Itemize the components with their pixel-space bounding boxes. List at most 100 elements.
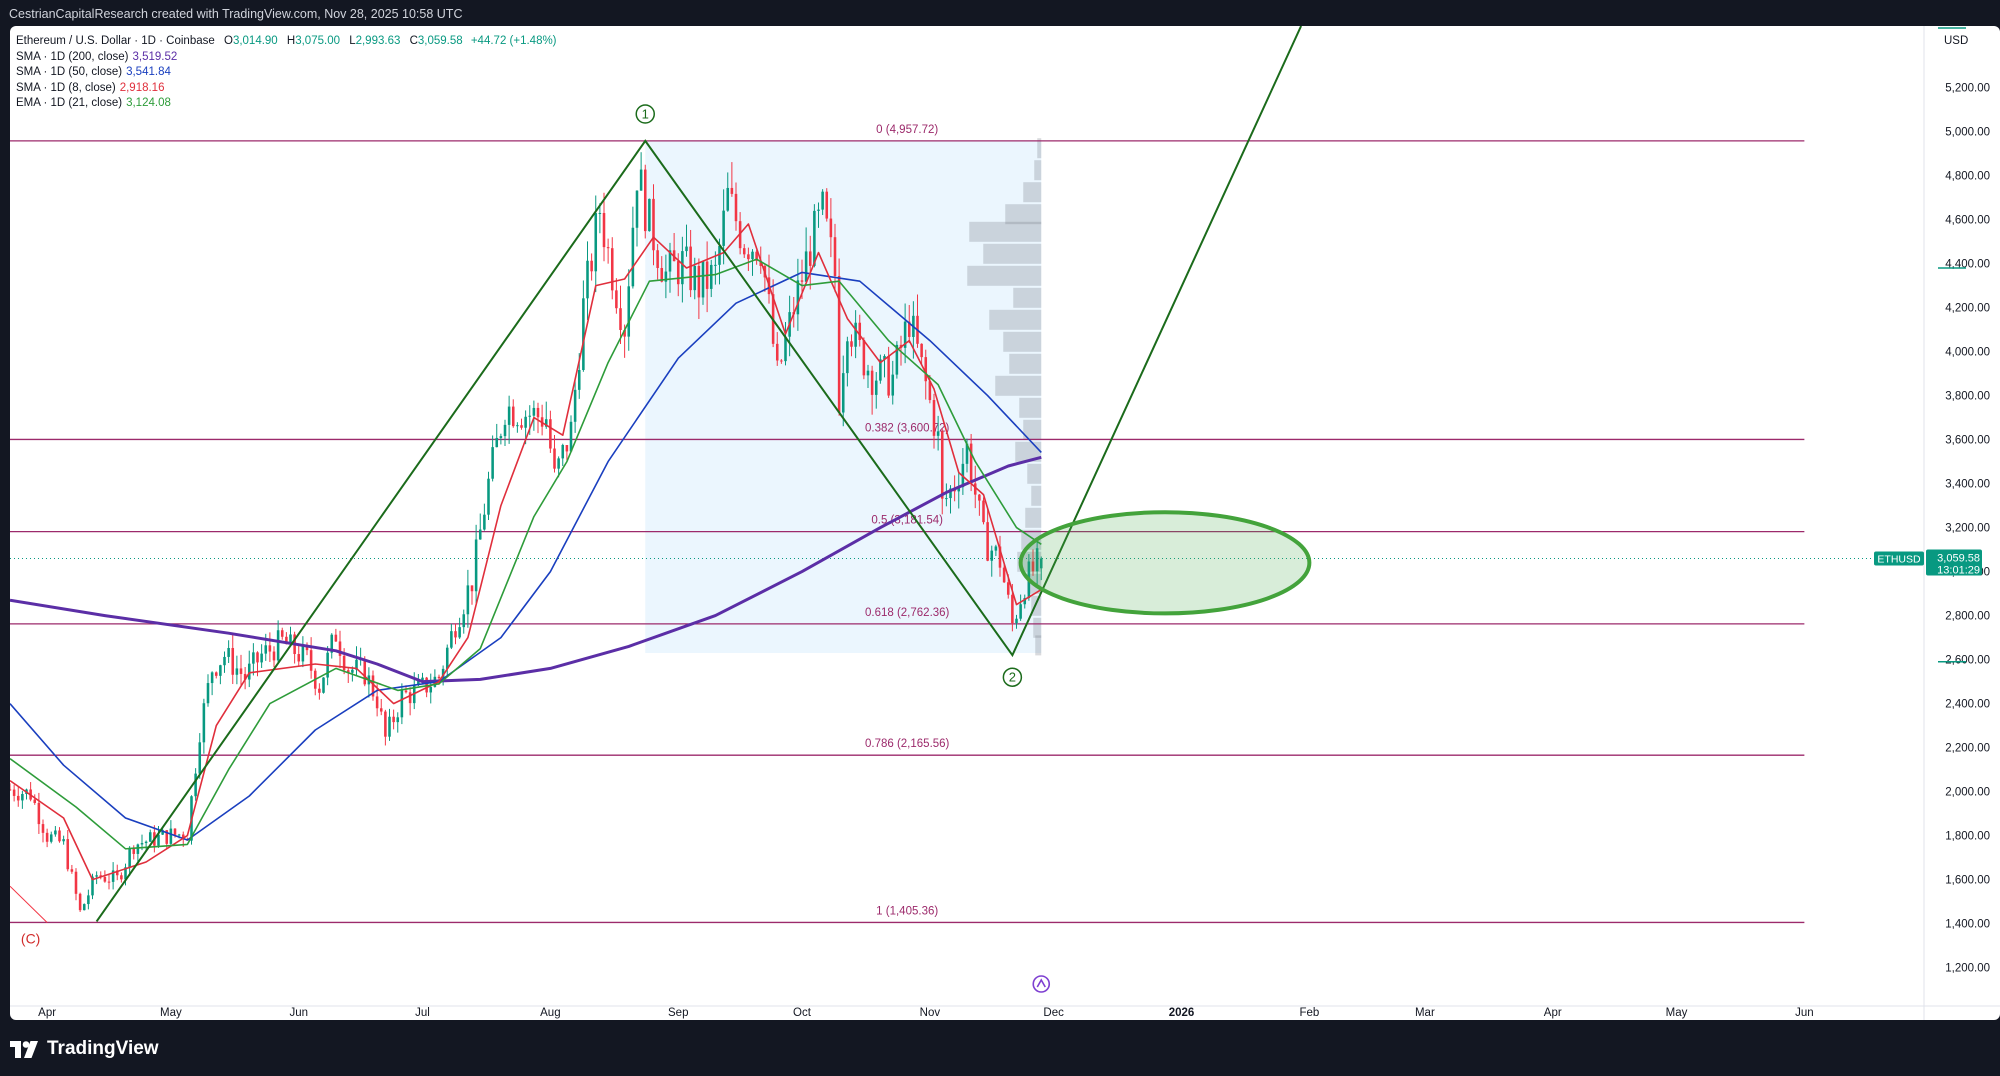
candle-body[interactable] bbox=[252, 652, 255, 664]
candle-body[interactable] bbox=[272, 651, 276, 661]
candle-body[interactable] bbox=[577, 370, 581, 390]
candle-body[interactable] bbox=[309, 650, 313, 671]
candle-body[interactable] bbox=[12, 789, 16, 796]
candle-body[interactable] bbox=[268, 645, 272, 652]
candle-body[interactable] bbox=[697, 265, 701, 298]
candle-body[interactable] bbox=[470, 585, 474, 592]
candle-body[interactable] bbox=[247, 663, 251, 680]
candle-body[interactable] bbox=[157, 834, 160, 846]
candle-body[interactable] bbox=[833, 237, 837, 276]
candle-body[interactable] bbox=[1039, 558, 1043, 569]
candle-body[interactable] bbox=[338, 641, 342, 656]
candle-body[interactable] bbox=[553, 448, 556, 469]
candle-body[interactable] bbox=[990, 550, 994, 561]
candle-body[interactable] bbox=[940, 431, 944, 499]
candle-body[interactable] bbox=[198, 742, 202, 774]
candle-body[interactable] bbox=[825, 191, 829, 219]
candle-body[interactable] bbox=[883, 356, 886, 360]
candle-body[interactable] bbox=[421, 677, 424, 681]
candle-body[interactable] bbox=[714, 264, 717, 266]
candle-body[interactable] bbox=[965, 443, 969, 464]
candle-body[interactable] bbox=[297, 654, 301, 662]
candle-body[interactable] bbox=[458, 627, 461, 638]
candle-body[interactable] bbox=[709, 264, 713, 289]
candle-body[interactable] bbox=[734, 193, 738, 222]
candle-body[interactable] bbox=[606, 247, 610, 249]
candle-body[interactable] bbox=[978, 494, 981, 501]
candle-body[interactable] bbox=[445, 647, 449, 669]
candle-body[interactable] bbox=[841, 373, 845, 413]
candle-body[interactable] bbox=[557, 458, 560, 469]
candle-body[interactable] bbox=[804, 251, 808, 282]
candle-body[interactable] bbox=[573, 389, 577, 422]
candle-body[interactable] bbox=[1006, 582, 1010, 595]
candle-body[interactable] bbox=[437, 676, 441, 679]
candle-body[interactable] bbox=[800, 280, 804, 282]
candle-body[interactable] bbox=[388, 716, 391, 737]
candle-body[interactable] bbox=[392, 716, 395, 723]
candle-body[interactable] bbox=[202, 703, 206, 743]
candle-body[interactable] bbox=[858, 322, 862, 341]
candle-body[interactable] bbox=[384, 711, 387, 737]
candle-body[interactable] bbox=[850, 341, 853, 347]
candle-body[interactable] bbox=[181, 834, 185, 840]
candle-body[interactable] bbox=[16, 795, 20, 801]
candle-body[interactable] bbox=[70, 869, 74, 872]
candle-body[interactable] bbox=[862, 340, 866, 376]
candle-body[interactable] bbox=[214, 672, 218, 676]
candle-body[interactable] bbox=[165, 830, 169, 844]
candle-body[interactable] bbox=[107, 881, 111, 883]
candle-body[interactable] bbox=[487, 478, 490, 515]
candle-body[interactable] bbox=[895, 344, 899, 375]
candle-body[interactable] bbox=[615, 290, 618, 309]
candle-body[interactable] bbox=[37, 802, 41, 825]
candle-body[interactable] bbox=[260, 653, 263, 663]
elliott-wave-path[interactable] bbox=[95, 26, 1303, 922]
ma-line-sma200[interactable] bbox=[10, 455, 1042, 684]
candle-body[interactable] bbox=[177, 834, 181, 836]
candle-body[interactable] bbox=[664, 271, 668, 282]
candle-body[interactable] bbox=[49, 834, 53, 842]
candle-body[interactable] bbox=[924, 357, 928, 382]
candle-body[interactable] bbox=[45, 832, 49, 842]
candle-body[interactable] bbox=[115, 870, 119, 876]
candle-body[interactable] bbox=[928, 381, 932, 401]
candle-body[interactable] bbox=[846, 341, 849, 374]
candle-body[interactable] bbox=[21, 793, 24, 801]
candle-body[interactable] bbox=[936, 431, 940, 436]
candle-body[interactable] bbox=[590, 260, 593, 272]
candle-body[interactable] bbox=[643, 169, 647, 232]
candle-body[interactable] bbox=[41, 824, 45, 833]
events-icon[interactable] bbox=[1032, 975, 1051, 993]
candle-body[interactable] bbox=[681, 251, 684, 285]
candle-body[interactable] bbox=[808, 251, 812, 266]
candle-body[interactable] bbox=[483, 514, 486, 530]
candle-body[interactable] bbox=[1015, 618, 1018, 624]
candle-body[interactable] bbox=[87, 895, 90, 905]
tradingview-logo[interactable]: TradingView bbox=[10, 1038, 159, 1060]
candle-body[interactable] bbox=[103, 876, 107, 882]
candle-body[interactable] bbox=[639, 169, 643, 191]
candle-body[interactable] bbox=[730, 187, 734, 194]
candle-body[interactable] bbox=[726, 187, 730, 211]
candle-body[interactable] bbox=[276, 630, 280, 661]
candle-body[interactable] bbox=[829, 218, 833, 238]
candle-body[interactable] bbox=[54, 830, 57, 835]
candle-body[interactable] bbox=[549, 419, 552, 449]
candle-body[interactable] bbox=[536, 407, 540, 418]
candle-body[interactable] bbox=[256, 652, 259, 663]
candle-body[interactable] bbox=[821, 191, 824, 210]
candle-body[interactable] bbox=[132, 848, 136, 854]
candle-body[interactable] bbox=[466, 585, 470, 615]
candle-body[interactable] bbox=[866, 370, 870, 376]
candle-body[interactable] bbox=[1011, 594, 1014, 624]
candle-body[interactable] bbox=[569, 421, 573, 452]
candle-body[interactable] bbox=[507, 406, 511, 425]
candle-body[interactable] bbox=[379, 708, 383, 712]
candle-body[interactable] bbox=[120, 875, 123, 880]
candle-body[interactable] bbox=[1019, 604, 1022, 619]
candle-body[interactable] bbox=[1002, 567, 1006, 583]
candle-body[interactable] bbox=[627, 286, 631, 337]
candle-body[interactable] bbox=[524, 416, 527, 428]
candle-body[interactable] bbox=[161, 830, 164, 835]
